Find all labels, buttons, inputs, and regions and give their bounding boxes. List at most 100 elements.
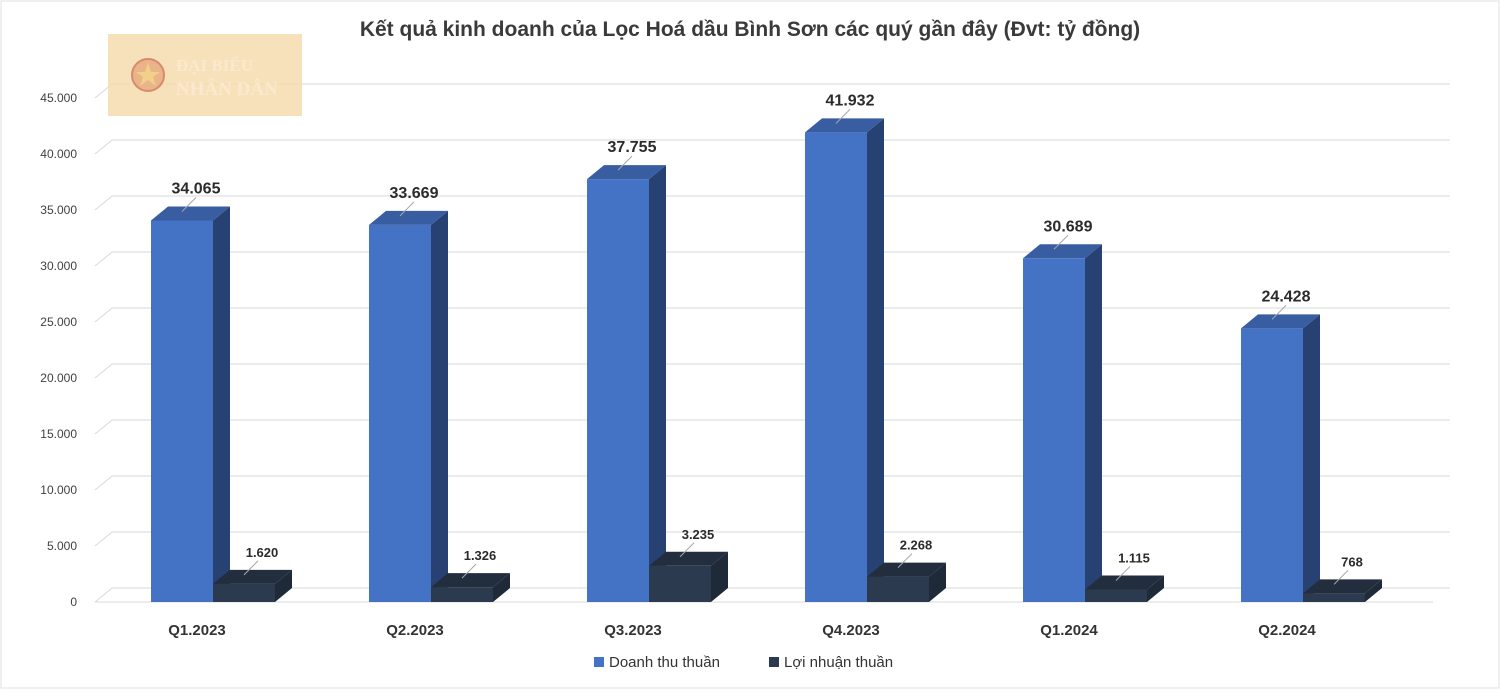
y-tick-label: 10.000 <box>40 483 77 497</box>
leader-line <box>679 542 695 558</box>
bar-front <box>649 565 711 602</box>
bar-loi-nhuan <box>649 551 728 602</box>
bar-top <box>431 573 510 588</box>
y-axis-ticks: 0 5.000 10.000 15.000 20.000 25.000 30.000 35.0… <box>40 91 77 609</box>
bar-side <box>929 562 946 602</box>
x-tick-label: Q3.2023 <box>604 622 662 639</box>
gridline-depth <box>94 419 113 435</box>
bar-front <box>213 583 275 602</box>
leader-line <box>399 201 415 217</box>
bar-side <box>649 165 666 603</box>
y-tick-label: 25.000 <box>40 315 77 329</box>
bar-top <box>649 551 728 566</box>
bar-loi-nhuan <box>867 562 946 602</box>
y-tick-label: 40.000 <box>40 147 77 161</box>
bar-front <box>1085 589 1147 602</box>
gridline-depth <box>94 475 113 491</box>
bar-front <box>1241 328 1303 602</box>
leader-line <box>461 563 477 579</box>
leader-line <box>181 197 197 212</box>
bar-side <box>1147 575 1164 602</box>
bar-side <box>275 569 292 602</box>
data-label: 3.235 <box>682 527 715 542</box>
bar-doanh-thu <box>369 210 448 602</box>
y-tick-label: 30.000 <box>40 259 77 273</box>
gridline-depth <box>94 531 113 547</box>
bar-front <box>1303 593 1365 602</box>
bars <box>151 118 1382 603</box>
bar-side <box>213 206 230 603</box>
data-labels: 34.065 1.620 33.669 1.326 37.755 3.235 41.932 2… <box>172 92 1363 585</box>
bar-top <box>1303 579 1382 594</box>
y-tick-label: 0 <box>70 595 77 609</box>
bar-front <box>369 224 431 602</box>
state-emblem-icon <box>131 58 165 92</box>
gridline-depth <box>94 251 113 267</box>
chart-title: Kết quả kinh doanh của Lọc Hoá dầu Bình … <box>360 18 1140 41</box>
data-label: 1.620 <box>246 545 279 560</box>
leader-line <box>1271 305 1287 320</box>
bar-top <box>867 562 946 577</box>
bar-top <box>587 165 666 180</box>
data-label: 30.689 <box>1044 218 1093 235</box>
legend: Doanh thu thuần Lợi nhuận thuần <box>594 654 893 671</box>
watermark-line2: NHÂN DÂN <box>176 78 278 100</box>
bar-side <box>493 573 510 602</box>
bar-top <box>805 118 884 133</box>
legend-label-loi-nhuan: Lợi nhuận thuần <box>784 654 893 671</box>
bar-top <box>1085 575 1164 590</box>
bar-loi-nhuan <box>1303 579 1382 602</box>
data-label: 24.428 <box>1262 288 1311 305</box>
bar-top <box>369 210 448 225</box>
data-label: 1.115 <box>1118 551 1150 566</box>
data-label: 33.669 <box>390 185 439 202</box>
gridlines <box>94 83 1450 603</box>
y-tick-label: 35.000 <box>40 203 77 217</box>
bar-loi-nhuan <box>431 573 510 602</box>
y-tick-label: 15.000 <box>40 427 77 441</box>
bar-doanh-thu <box>1241 314 1320 602</box>
leader-line <box>835 109 851 124</box>
y-tick-label: 20.000 <box>40 371 77 385</box>
data-label: 2.268 <box>900 538 933 553</box>
bar-side <box>431 210 448 602</box>
bar-side <box>711 551 728 602</box>
leader-line <box>1053 234 1069 250</box>
bar-top <box>151 206 230 221</box>
legend-swatch-doanh-thu <box>594 657 604 667</box>
bar-loi-nhuan <box>1085 575 1164 602</box>
y-tick-label: 5.000 <box>47 539 77 553</box>
bar-doanh-thu <box>805 118 884 602</box>
data-label: 768 <box>1341 554 1363 569</box>
legend-label-doanh-thu: Doanh thu thuần <box>609 654 720 671</box>
bar-side <box>1303 314 1320 602</box>
watermark-line1: ĐẠI BIỂU <box>176 56 253 75</box>
leader-line <box>1115 566 1131 581</box>
bar-side <box>1085 244 1102 602</box>
data-label: 41.932 <box>826 92 875 109</box>
bar-top <box>1023 244 1102 259</box>
x-axis-ticks: Q1.2023 Q2.2023 Q3.2023 Q4.2023 Q1.2024 Q2.20… <box>168 622 1316 639</box>
bar-front <box>151 220 213 603</box>
bar-top <box>1241 314 1320 329</box>
x-tick-label: Q4.2023 <box>822 622 880 639</box>
watermark: ĐẠI BIỂU NHÂN DÂN <box>108 34 302 116</box>
data-label: 37.755 <box>608 139 657 156</box>
bar-doanh-thu <box>587 165 666 603</box>
gridline-depth <box>94 587 113 603</box>
x-tick-label: Q2.2024 <box>1258 622 1316 639</box>
bar-side <box>1365 579 1382 602</box>
leader-line <box>617 155 633 171</box>
bar-front <box>431 587 493 602</box>
gridline-depth <box>94 139 113 155</box>
bar-top <box>213 569 292 584</box>
data-label: 1.326 <box>464 548 497 563</box>
bar-doanh-thu <box>1023 244 1102 602</box>
gridline-depth <box>94 307 113 323</box>
x-tick-label: Q2.2023 <box>386 622 444 639</box>
leader-line <box>243 560 259 576</box>
x-tick-label: Q1.2024 <box>1040 622 1098 639</box>
